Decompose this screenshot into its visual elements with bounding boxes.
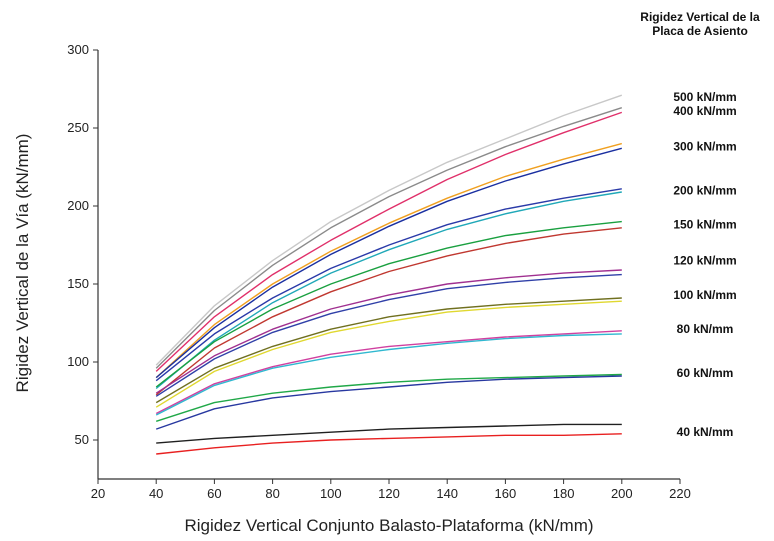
x-tick-label: 20 <box>91 486 105 501</box>
x-tick-label: 60 <box>207 486 221 501</box>
x-tick-label: 220 <box>669 486 691 501</box>
series-line <box>156 433 622 455</box>
series-line <box>155 373 622 422</box>
series-line <box>155 188 622 382</box>
series-line <box>155 107 623 369</box>
series-line <box>155 191 622 390</box>
series-line <box>155 111 623 372</box>
x-tick-label: 80 <box>265 486 279 501</box>
series-line <box>155 220 622 388</box>
x-tick-label: 120 <box>378 486 400 501</box>
series-line <box>155 94 623 366</box>
legend-label: 300 kN/mm <box>673 140 736 154</box>
legend-label: 80 kN/mm <box>677 322 734 336</box>
legend-label: 60 kN/mm <box>677 366 734 380</box>
series-line <box>155 227 622 396</box>
legend-label: 200 kN/mm <box>673 183 736 197</box>
legend-label: 400 kN/mm <box>673 104 736 118</box>
legend-label: 100 kN/mm <box>673 288 736 302</box>
series-layer <box>155 94 623 455</box>
x-ticks: 20 40 60 80 100 120 140 160 180 200 220 <box>91 479 691 501</box>
series-line <box>155 297 622 404</box>
x-tick-label: 140 <box>436 486 458 501</box>
y-tick-label: 300 <box>67 42 89 57</box>
legend-title-line-2: Placa de Asiento <box>652 24 748 38</box>
series-line <box>155 147 622 379</box>
legend-label: 40 kN/mm <box>677 425 734 439</box>
x-tick-label: 200 <box>611 486 633 501</box>
series-line <box>156 423 622 444</box>
y-tick-label: 250 <box>67 120 89 135</box>
x-axis-title: Rigidez Vertical Conjunto Balasto-Plataf… <box>184 516 593 535</box>
legend-label: 150 kN/mm <box>673 218 736 232</box>
y-ticks: 50 100 150 200 250 300 <box>67 42 98 447</box>
series-line <box>155 300 622 408</box>
y-tick-label: 150 <box>67 276 89 291</box>
axes <box>97 50 680 480</box>
series-line <box>155 330 622 415</box>
x-tick-label: 40 <box>149 486 163 501</box>
series-line <box>155 142 622 379</box>
x-tick-label: 100 <box>320 486 342 501</box>
y-tick-label: 100 <box>67 354 89 369</box>
legend-label: 120 kN/mm <box>673 254 736 268</box>
series-line <box>155 273 622 397</box>
series-line <box>155 375 622 430</box>
y-axis-title: Rigidez Vertical de la Vía (kN/mm) <box>13 134 32 393</box>
y-tick-label: 50 <box>75 432 89 447</box>
x-tick-label: 160 <box>495 486 517 501</box>
legend-label: 500 kN/mm <box>673 90 736 104</box>
x-tick-label: 180 <box>553 486 575 501</box>
y-tick-label: 200 <box>67 198 89 213</box>
legend-title-line-1: Rigidez Vertical de la <box>640 10 760 24</box>
series-line <box>155 333 622 416</box>
series-line <box>155 269 622 394</box>
